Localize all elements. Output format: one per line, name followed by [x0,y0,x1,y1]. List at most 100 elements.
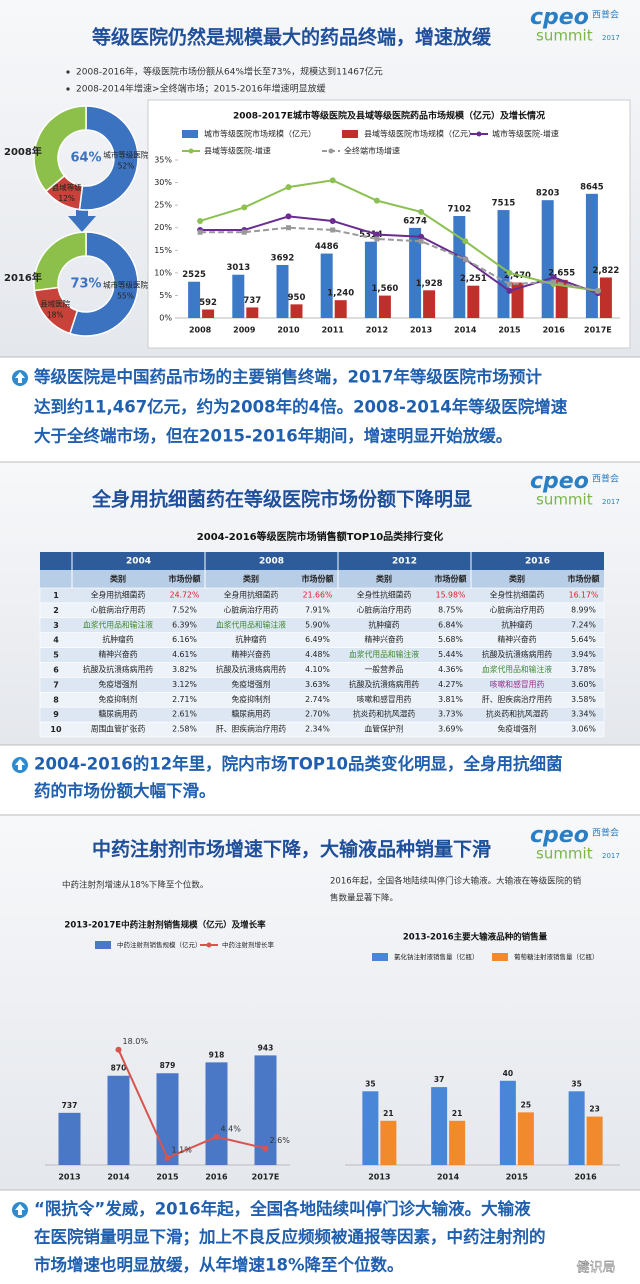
legend-swatch [95,941,111,949]
data-label: 737 [62,1101,78,1110]
logo-en: summit [536,845,593,863]
data-label: 2,655 [548,268,575,278]
category-cell: 免疫增强剂 [498,724,537,734]
caption-line: 等级医院是中国药品市场的主要销售终端，2017年等级医院市场预计 [34,367,542,387]
column-header: 市场份额 [302,574,334,584]
rank: 1 [53,591,59,600]
share-cell: 5.44% [438,650,463,659]
table-title: 2004-2016等级医院市场销售额TOP10品类排行变化 [197,530,443,543]
column-header: 市场份额 [568,574,600,584]
data-label: 21 [383,1109,393,1118]
data-label: 918 [209,1050,225,1059]
share-cell: 24.72% [170,590,200,599]
x-tick-label: 2014 [454,326,477,335]
rank: 8 [53,695,59,704]
share-cell: 16.17% [569,590,599,599]
caption-icon [12,757,28,773]
data-label: 2.6% [270,1136,291,1145]
category-cell: 精神兴奋药 [365,634,404,644]
line-point [329,177,336,184]
category-cell: 抗炎药和抗风湿药 [486,709,549,719]
x-tick-label: 2011 [322,326,345,335]
y2-tick-label: 30% [154,178,172,187]
share-cell: 6.49% [305,635,330,644]
data-label: 1,240 [327,289,354,299]
bar [555,279,568,318]
x-tick-label: 2010 [277,326,300,335]
column-header: 类别 [110,574,126,584]
chart-title: 2013-2016主要大输液品种的销售量 [403,932,548,943]
x-tick-label: 2015 [498,326,521,335]
share-cell: 4.61% [172,650,197,659]
category-cell: 血浆代用品和输注液 [349,649,419,659]
legend-swatch [188,148,194,154]
legend-label: 中药注射剂增长率 [222,940,275,949]
category-cell: 血浆代用品和输注液 [216,619,286,629]
bar [334,300,347,318]
data-label: 23 [589,1105,599,1114]
line-point [595,288,601,294]
donut-value: 18% [47,310,64,319]
panel-title: 全身用抗细菌药在等级医院市场份额下降明显 [91,488,472,511]
bar [541,200,554,318]
data-label: 1,928 [416,279,443,289]
share-cell: 3.34% [571,710,596,719]
category-cell: 肝、胆疾病治疗用药 [482,694,552,704]
data-label: 737 [243,296,261,306]
donut-label: 县域等级 [52,182,82,192]
share-cell: 3.06% [571,725,596,734]
table-header [40,552,604,570]
caption-line: 在医院销量明显下滑；加上不良反应频频被通报等因素，中药注射剂的 [34,1227,546,1247]
line-point [285,213,292,220]
line-series [117,1049,266,1160]
logo-brand: cpeo [530,469,589,494]
category-cell: 免疫抑制剂 [232,694,271,704]
line-point [241,204,248,211]
legend-label: 全终端市场增速 [344,146,400,156]
line-series [200,226,599,292]
data-label: 950 [288,293,306,303]
category-cell: 精神兴奋药 [99,649,138,659]
table-row [39,721,605,738]
y2-tick-label: 0% [159,314,172,323]
bar [499,1080,516,1165]
category-cell: 血浆代用品和输注液 [482,664,552,674]
share-cell: 6.84% [438,620,463,629]
bullet: 2008-2014年增速>全终端市场；2015-2016年增速明显放缓 [76,83,326,95]
bar [453,215,466,318]
legend-swatch [492,953,508,961]
y2-tick-label: 15% [154,246,172,255]
category-cell: 糖尿病用药 [99,709,138,719]
bar [58,1112,81,1165]
bar [517,1112,534,1165]
legend-swatch [342,130,358,138]
bullet: 2008-2016年，等级医院市场份额从64%增长至73%，规模达到11467亿… [76,66,383,78]
share-cell: 2.74% [305,695,330,704]
column-header: 类别 [509,574,525,584]
share-cell: 2.61% [172,710,197,719]
legend-swatch [206,942,212,948]
logo-brand: cpeo [530,5,589,30]
data-label: 3013 [226,263,250,273]
line-point [418,238,424,244]
chart-title: 2013-2017E中药注射剂销售规模（亿元）及增长率 [64,920,266,931]
x-tick-label: 2012 [366,326,388,335]
line-point [241,229,247,235]
line-point [285,184,292,191]
line-point [550,274,557,281]
line-point [418,208,425,215]
logo-cn: 西普会 [592,827,619,839]
donut-label: 城市等级医院 [103,150,148,160]
bar [423,290,436,318]
column-header: 市场份额 [169,574,201,584]
period-header: 2016 [525,557,550,567]
share-cell: 7.24% [571,620,596,629]
line-point [551,279,557,285]
share-cell: 4.36% [438,665,463,674]
rank: 2 [53,606,59,615]
donut-year: 2008年 [4,145,42,158]
x-tick-label: 2014 [107,1173,130,1182]
category-cell: 周围血管扩张药 [91,724,146,734]
rank: 10 [50,725,62,734]
